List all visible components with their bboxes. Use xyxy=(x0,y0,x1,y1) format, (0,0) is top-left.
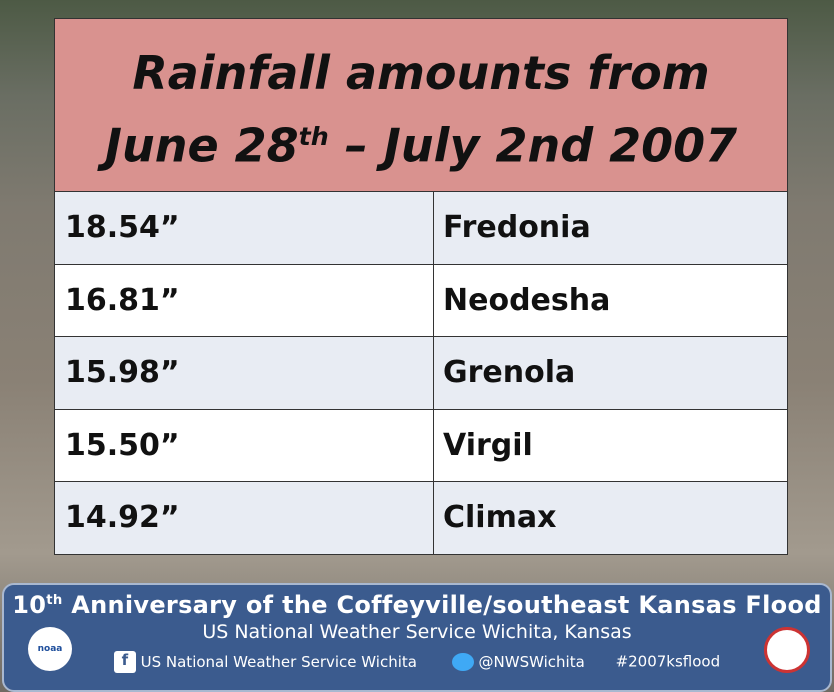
facebook-icon: f xyxy=(113,651,136,673)
location: Virgil xyxy=(443,427,533,463)
amount: 16.81” xyxy=(65,282,180,318)
location: Grenola xyxy=(443,355,576,391)
table-row: 15.50” Virgil xyxy=(55,408,787,482)
text: th xyxy=(46,593,63,608)
twitter-icon xyxy=(451,653,474,671)
table-panel: Rainfall amounts from June 28th – July 2… xyxy=(54,18,788,555)
title-sup: th xyxy=(298,122,329,151)
footer: 10th Anniversary of the Coffeyville/sout… xyxy=(2,583,832,692)
title: June 28 xyxy=(104,118,299,173)
facebook: US National Weather Service Wichita xyxy=(140,652,417,671)
title: Rainfall amounts from xyxy=(132,46,710,100)
table-row: 15.98” Grenola xyxy=(55,336,787,410)
title-line: Rainfall amounts from xyxy=(55,19,787,105)
location: Neodesha xyxy=(443,282,611,318)
column-divider xyxy=(433,482,434,555)
nws-logo xyxy=(764,627,810,673)
column-divider xyxy=(433,192,434,264)
header: Rainfall amounts from June 28th – July 2… xyxy=(55,19,787,192)
amount: 15.98” xyxy=(65,355,180,391)
location: Fredonia xyxy=(443,210,591,245)
amount: 18.54” xyxy=(65,210,180,245)
title-line: June 28th – July 2nd 2007 xyxy=(55,105,787,177)
footer-subtitle: US National Weather Service Wichita, Kan… xyxy=(202,621,632,643)
table-row: 16.81” Neodesha xyxy=(55,263,787,337)
column-divider xyxy=(433,264,434,337)
text: Anniversary of the Coffeyville/southeast… xyxy=(62,591,822,619)
noaa-logo: noaa xyxy=(28,627,72,671)
hashtag: #2007ksflood xyxy=(615,652,721,671)
twitter: @NWSWichita xyxy=(478,652,585,671)
text: 10 xyxy=(12,591,47,619)
column-divider xyxy=(433,409,434,482)
table-row: 14.92” Climax xyxy=(55,481,787,555)
social: f US National Weather Service Wichita @N… xyxy=(4,651,830,673)
table-row: 18.54” Fredonia xyxy=(55,191,787,264)
footer-title: 10th Anniversary of the Coffeyville/sout… xyxy=(4,591,830,619)
title: – July 2nd 2007 xyxy=(328,118,738,173)
amount: 15.50” xyxy=(65,427,180,463)
amount: 14.92” xyxy=(65,500,180,536)
location: Climax xyxy=(443,500,557,536)
column-divider xyxy=(433,337,434,410)
